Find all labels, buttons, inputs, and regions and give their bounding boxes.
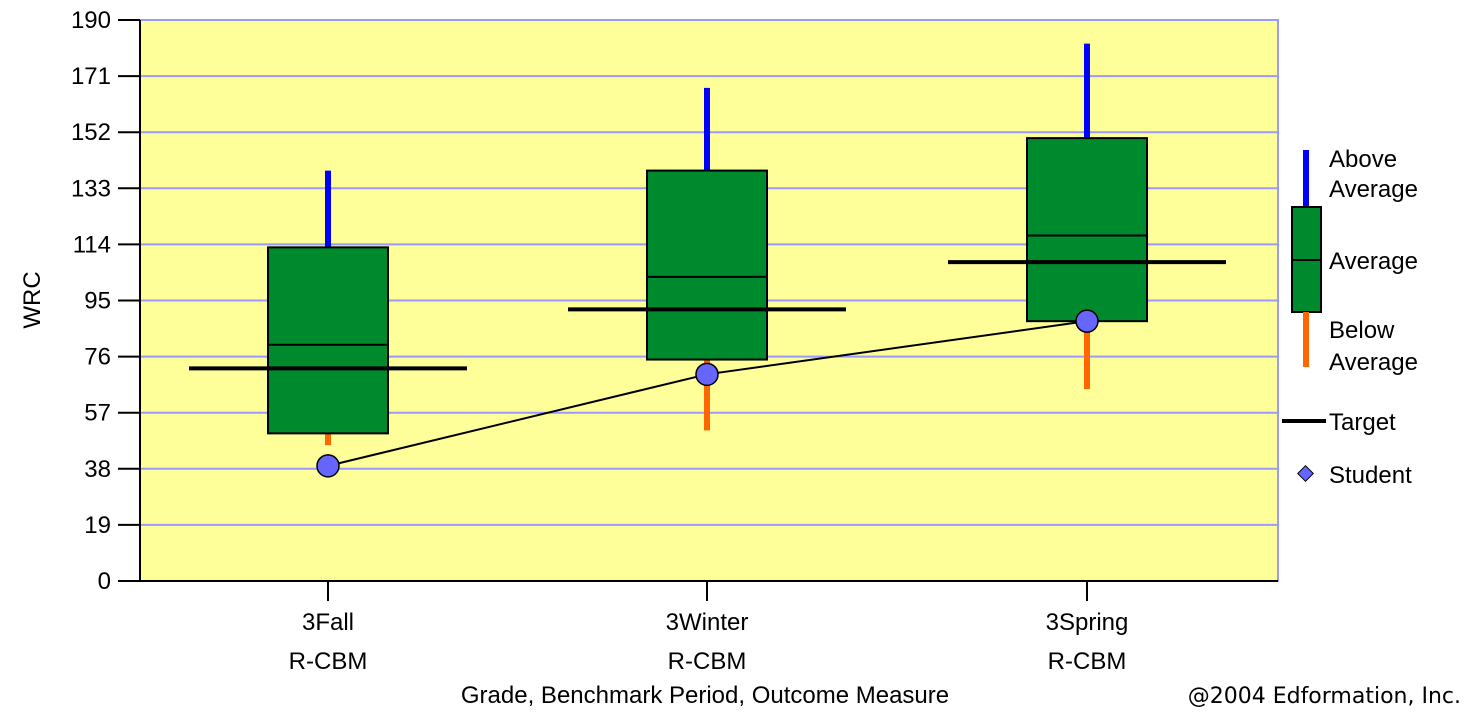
x-category-label: 3Spring <box>1046 609 1129 636</box>
y-tick-label: 171 <box>71 63 111 90</box>
student-point <box>316 454 340 478</box>
legend-average-label: Average <box>1329 248 1418 275</box>
average-box <box>267 246 389 435</box>
x-category-sublabel: R-CBM <box>668 648 747 675</box>
y-axis-ticks: 0 19 38 57 76 95 114 133 152 171 190 <box>71 7 140 595</box>
copyright-text: @2004 Edformation, Inc. <box>1188 684 1461 709</box>
legend-student-label: Student <box>1329 462 1412 489</box>
y-tick-label: 95 <box>84 288 111 315</box>
y-tick-label: 0 <box>98 568 111 595</box>
x-category-sublabel: R-CBM <box>1048 648 1127 675</box>
average-box <box>1026 137 1148 323</box>
legend-above-label-2: Average <box>1329 176 1418 203</box>
x-axis-title: Grade, Benchmark Period, Outcome Measure <box>461 682 949 709</box>
x-category-sublabel: R-CBM <box>289 648 368 675</box>
y-tick-label: 19 <box>84 512 111 539</box>
legend-student-swatch <box>1297 465 1314 482</box>
average-box <box>646 169 768 361</box>
student-point <box>1075 309 1099 333</box>
legend: Above Average Average Below Average Targ… <box>1282 146 1418 489</box>
y-tick-label: 133 <box>71 175 111 202</box>
legend-target-label: Target <box>1329 409 1396 436</box>
student-point <box>695 362 719 387</box>
y-tick-label: 152 <box>71 119 111 146</box>
y-tick-label: 57 <box>84 400 111 427</box>
legend-below-label-1: Below <box>1329 317 1395 344</box>
y-tick-label: 114 <box>73 231 111 258</box>
y-tick-label: 76 <box>84 344 111 371</box>
y-tick-label: 38 <box>84 456 111 483</box>
y-tick-label: 190 <box>71 7 111 34</box>
x-category-label: 3Fall <box>302 609 354 636</box>
legend-below-label-2: Average <box>1329 349 1418 376</box>
y-axis-title: WRC <box>19 271 46 328</box>
x-axis-labels: 3Fall R-CBM 3Winter R-CBM 3Spring R-CBM <box>289 581 1129 675</box>
x-category-label: 3Winter <box>666 609 749 636</box>
chart-marks <box>189 43 1226 478</box>
legend-above-label-1: Above <box>1329 146 1397 173</box>
